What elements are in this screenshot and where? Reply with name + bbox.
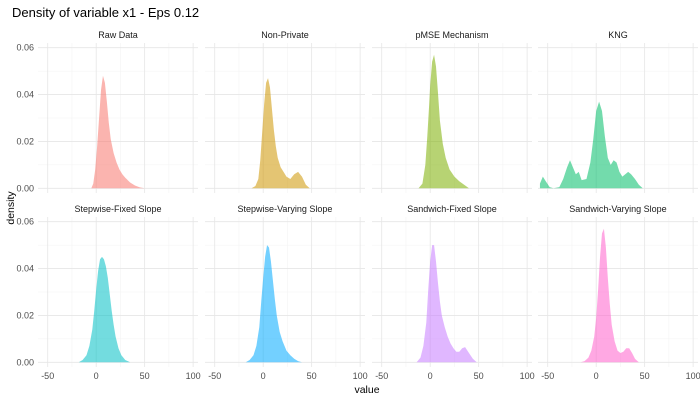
x-tick-label: 50 xyxy=(307,371,317,381)
facet-panels: Raw Data 0.00 0.02 0.04 0.06 Non-Private pMSE … xyxy=(16,30,700,381)
panel-title: Raw Data xyxy=(98,30,138,40)
x-tick-label: -50 xyxy=(208,371,221,381)
panel-title: pMSE Mechanism xyxy=(415,30,488,40)
panel-7: Sandwich-Fixed Slope -50 0 50 100 xyxy=(372,204,535,381)
x-tick-label: 0 xyxy=(428,371,433,381)
x-tick-label: 50 xyxy=(140,371,150,381)
y-tick-label: 0.06 xyxy=(16,217,34,227)
x-tick-label: 100 xyxy=(186,371,201,381)
panel-title: KNG xyxy=(608,30,628,40)
x-tick-label: 0 xyxy=(94,371,99,381)
density-area xyxy=(91,75,145,189)
density-area xyxy=(580,228,639,363)
panel-title: Non-Private xyxy=(261,30,309,40)
x-tick-label: 100 xyxy=(686,371,700,381)
panel-6: Stepwise-Varying Slope -50 0 50 100 xyxy=(205,204,368,381)
panel-title: Sandwich-Varying Slope xyxy=(569,204,666,214)
x-axis-title: value xyxy=(354,384,379,396)
x-tick-label: -50 xyxy=(541,371,554,381)
y-tick-label: 0.06 xyxy=(16,43,34,53)
y-tick-label: 0.04 xyxy=(16,264,34,274)
panel-title: Stepwise-Fixed Slope xyxy=(74,204,161,214)
x-tick-label: 0 xyxy=(261,371,266,381)
panel-5: Stepwise-Fixed Slope 0.00 0.02 0.04 0.06 -50 0… xyxy=(16,204,200,381)
density-area xyxy=(418,54,469,189)
x-tick-label: -50 xyxy=(375,371,388,381)
x-tick-label: -50 xyxy=(41,371,54,381)
chart-title: Density of variable x1 - Eps 0.12 xyxy=(12,5,199,20)
density-area xyxy=(78,256,131,363)
panel-title: Stepwise-Varying Slope xyxy=(238,204,333,214)
y-tick-label: 0.04 xyxy=(16,90,34,100)
y-tick-label: 0.02 xyxy=(16,310,34,320)
y-tick-label: 0.00 xyxy=(16,183,34,193)
panel-8: Sandwich-Varying Slope -50 0 50 100 xyxy=(538,204,700,381)
x-tick-label: 100 xyxy=(353,371,368,381)
panel-title: Sandwich-Fixed Slope xyxy=(407,204,497,214)
y-tick-label: 0.02 xyxy=(16,136,34,146)
density-area xyxy=(251,78,310,189)
panel-3: pMSE Mechanism xyxy=(372,30,532,193)
panel-2: Non-Private xyxy=(205,30,365,193)
density-area xyxy=(416,245,477,363)
y-tick-label: 0.00 xyxy=(16,357,34,367)
x-tick-label: 0 xyxy=(594,371,599,381)
panel-1: Raw Data 0.00 0.02 0.04 0.06 xyxy=(16,30,198,193)
density-area xyxy=(539,101,643,189)
density-area xyxy=(245,245,302,363)
y-axis-title: density xyxy=(5,191,17,225)
x-tick-label: 50 xyxy=(474,371,484,381)
x-tick-label: 50 xyxy=(640,371,650,381)
x-tick-label: 100 xyxy=(520,371,535,381)
panel-4: KNG xyxy=(538,30,698,193)
